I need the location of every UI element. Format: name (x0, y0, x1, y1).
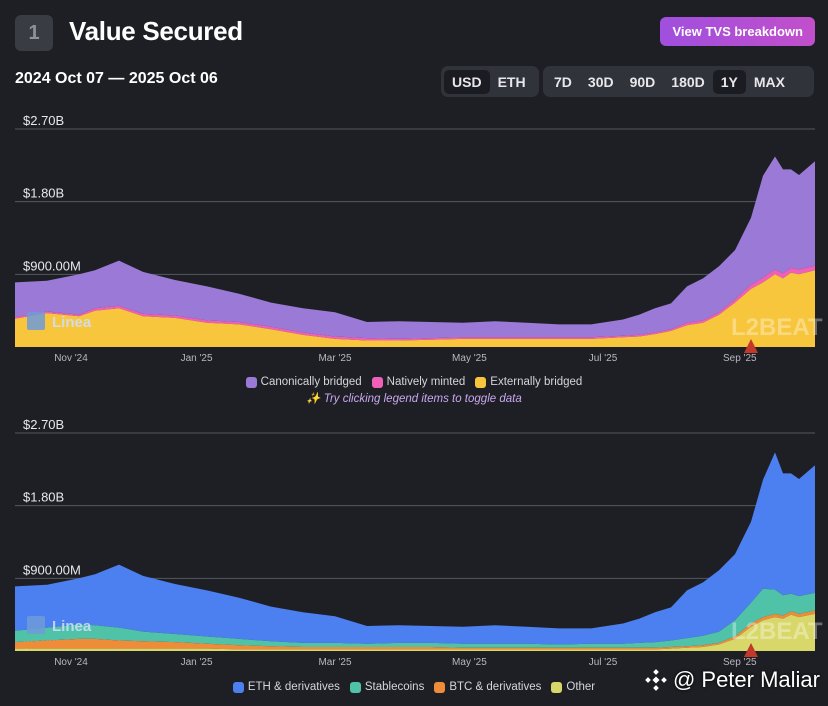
legend-item-btc-derivatives[interactable]: BTC & derivatives (434, 681, 541, 693)
legend-swatch (551, 681, 563, 693)
currency-toggle-eth[interactable]: ETH (497, 73, 526, 90)
x-tick-label: May '25 (452, 353, 487, 364)
x-tick-label: Nov '24 (54, 353, 88, 364)
legend-label: Other (566, 681, 596, 693)
series-area-eth-derivatives[interactable] (15, 452, 815, 645)
event-marker-icon[interactable] (744, 643, 758, 657)
project-label: Linea (52, 618, 92, 635)
legend-swatch (371, 376, 383, 388)
linea-logo-icon (27, 312, 45, 330)
x-tick-label: Jul '25 (589, 353, 618, 364)
x-tick-label: Jan '25 (181, 353, 213, 364)
y-tick-label: $2.70B (23, 417, 64, 432)
legend-label: Canonically bridged (260, 376, 362, 388)
range-toggle: 7D 30D 90D 180D 1Y MAX (543, 66, 814, 97)
range-toggle-180d[interactable]: 180D (671, 73, 705, 90)
series-area-natively-minted[interactable] (15, 265, 815, 341)
l2beat-brand-label: L2BEAT (731, 314, 823, 341)
asset-type-legend: ETH & derivatives Stablecoins BTC & deri… (0, 681, 828, 693)
x-tick-label: Mar '25 (318, 353, 351, 364)
y-tick-label: $900.00M (23, 562, 81, 577)
step-badge: 1 (15, 15, 53, 51)
legend-swatch (245, 376, 257, 388)
range-toggle-max[interactable]: MAX (753, 73, 785, 90)
value-secured-chart-svg: $0.00$900.00M$1.80B$2.70BLineaL2BEATNov … (15, 113, 823, 364)
legend-item-other[interactable]: Other (551, 681, 595, 693)
header: 1 Value Secured View TVS breakdown (15, 14, 815, 54)
value-secured-legend: Canonically bridged Natively minted Exte… (0, 376, 828, 388)
legend-item-natively-minted[interactable]: Natively minted (371, 376, 466, 388)
watermark: @ Peter Maliar (645, 667, 820, 693)
legend-item-eth-derivatives[interactable]: ETH & derivatives (232, 681, 340, 693)
x-tick-label: Jan '25 (181, 657, 213, 668)
legend-label: Stablecoins (364, 681, 425, 693)
legend-label: BTC & derivatives (449, 681, 542, 693)
series-area-btc-derivatives[interactable] (15, 610, 815, 650)
range-toggle-1y[interactable]: 1Y (712, 69, 746, 94)
binance-logo-icon (645, 669, 667, 691)
currency-toggle-usd[interactable]: USD (444, 69, 490, 94)
asset-type-chart[interactable]: $0.00$900.00M$1.80B$2.70BLineaL2BEATNov … (0, 414, 828, 674)
legend-item-canonically-bridged[interactable]: Canonically bridged (245, 376, 362, 388)
asset-type-chart-svg: $0.00$900.00M$1.80B$2.70BLineaL2BEATNov … (15, 417, 823, 668)
legend-swatch (434, 681, 446, 693)
watermark-text: @ Peter Maliar (672, 667, 820, 692)
x-tick-label: Sep '25 (723, 353, 757, 364)
event-marker-icon[interactable] (744, 339, 758, 353)
x-tick-label: Mar '25 (318, 657, 351, 668)
view-tvs-breakdown-button[interactable]: View TVS breakdown (660, 17, 815, 46)
series-area-externally-bridged[interactable] (15, 270, 815, 347)
series-area-canonically-bridged[interactable] (15, 156, 815, 339)
range-toggle-90d[interactable]: 90D (629, 73, 656, 90)
x-tick-label: Sep '25 (723, 657, 757, 668)
range-toggle-30d[interactable]: 30D (587, 73, 614, 90)
legend-label: Natively minted (386, 376, 466, 388)
legend-swatch (475, 376, 487, 388)
value-secured-chart[interactable]: $0.00$900.00M$1.80B$2.70BLineaL2BEATNov … (0, 110, 828, 370)
x-tick-label: Nov '24 (54, 657, 88, 668)
x-tick-label: Jul '25 (589, 657, 618, 668)
x-tick-label: May '25 (452, 657, 487, 668)
legend-item-stablecoins[interactable]: Stablecoins (349, 681, 425, 693)
y-tick-label: $900.00M (23, 258, 81, 273)
y-tick-label: $1.80B (23, 490, 64, 505)
y-tick-label: $1.80B (23, 186, 64, 201)
legend-swatch (349, 681, 361, 693)
series-area-other[interactable] (15, 613, 815, 651)
legend-hint: ✨ Try clicking legend items to toggle da… (306, 393, 522, 405)
legend-swatch (232, 681, 244, 693)
range-toggle-7d[interactable]: 7D (554, 73, 572, 90)
legend-label: Externally bridged (490, 376, 583, 388)
project-label: Linea (52, 314, 92, 331)
legend-label: ETH & derivatives (247, 681, 340, 693)
currency-toggle: USD ETH (441, 66, 539, 97)
page-title: Value Secured (69, 16, 243, 46)
y-tick-label: $2.70B (23, 113, 64, 128)
l2beat-brand-label: L2BEAT (731, 618, 823, 645)
legend-item-externally-bridged[interactable]: Externally bridged (475, 376, 582, 388)
date-range: 2024 Oct 07 — 2025 Oct 06 (15, 70, 218, 87)
linea-logo-icon (27, 616, 45, 634)
